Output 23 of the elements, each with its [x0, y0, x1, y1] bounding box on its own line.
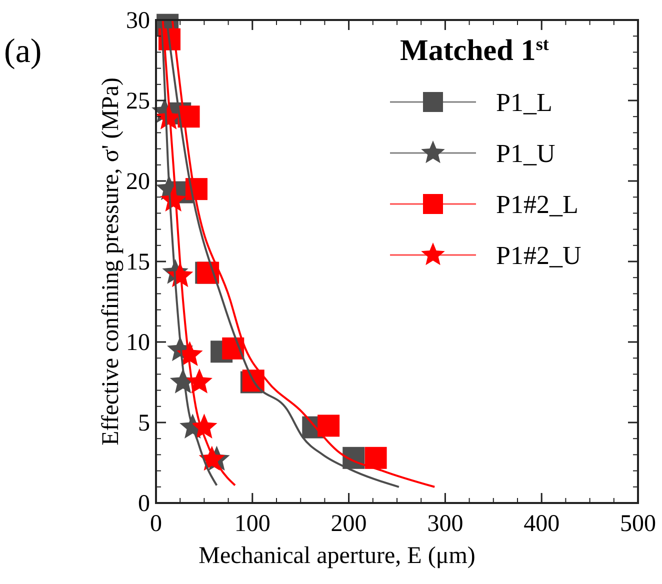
point — [364, 446, 387, 469]
x-tick-label: 200 — [330, 511, 367, 537]
point — [186, 368, 212, 394]
x-tick-label: 100 — [234, 511, 270, 537]
legend-label: P1_L — [496, 88, 552, 117]
legend-label: P1_U — [496, 139, 556, 168]
x-axis-title: Mechanical aperture, E (μm) — [198, 543, 476, 569]
point — [318, 414, 340, 437]
x-tick-label: 300 — [427, 511, 464, 537]
y-tick-label: 15 — [126, 250, 150, 276]
y-tick-label: 0 — [138, 491, 150, 517]
y-tick-label: 10 — [126, 330, 150, 356]
legend-label: P1#2_L — [496, 190, 578, 219]
y-tick-label: 30 — [126, 8, 150, 34]
text: (a) — [4, 33, 42, 70]
x-tick-label: 500 — [620, 511, 656, 537]
y-tick-label: 25 — [126, 88, 150, 114]
y-axis-title: Effective confining pressure, σ' (MPa) — [98, 77, 124, 446]
x-tick-label: 400 — [524, 511, 560, 537]
y-tick-label: 5 — [138, 410, 150, 436]
y-tick-label: 20 — [126, 169, 150, 195]
legend-label: P1#2_U — [496, 241, 582, 270]
legend-title: Matched 1$^{st}$ — [400, 34, 549, 67]
